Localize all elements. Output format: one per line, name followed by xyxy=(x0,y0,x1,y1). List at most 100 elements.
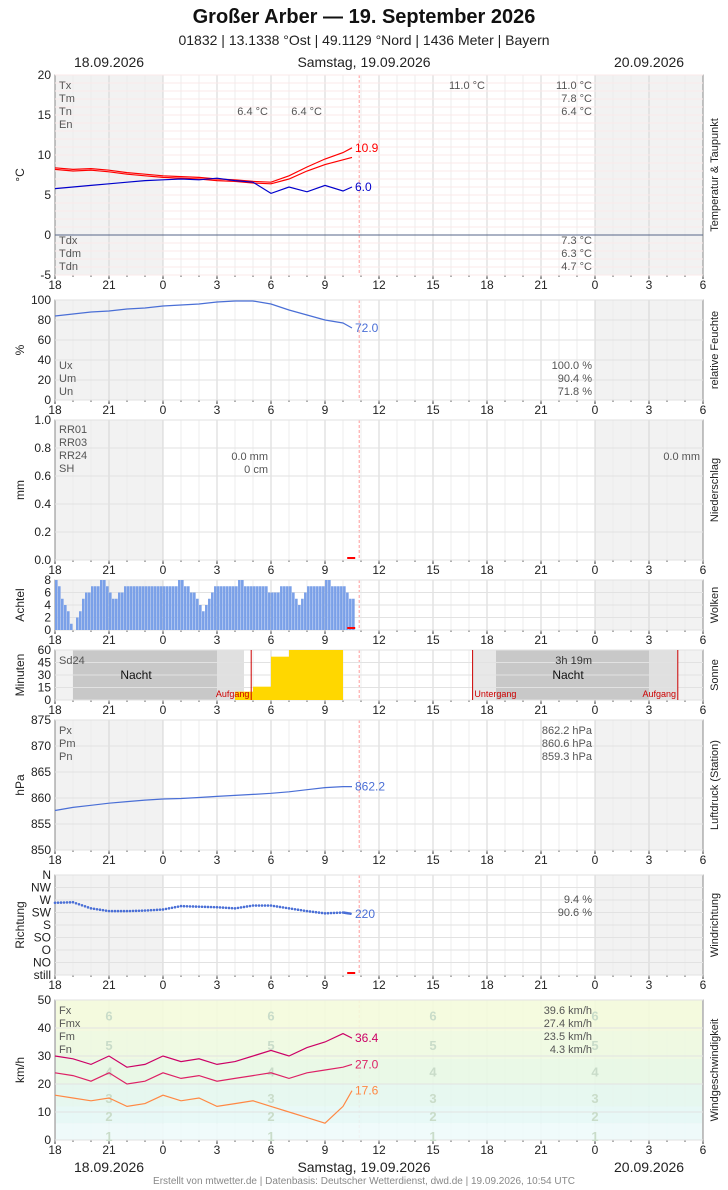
cloud-bar xyxy=(337,586,340,630)
x-tick-label: 3 xyxy=(646,633,653,647)
y-axis-label: % xyxy=(13,344,27,355)
beaufort-label: 5 xyxy=(105,1038,112,1053)
series-line-T2 xyxy=(54,156,353,185)
wind-dir-point xyxy=(140,909,144,912)
y-axis-label: Richtung xyxy=(13,901,27,948)
wind-dir-point xyxy=(281,906,285,909)
wind-dir-point xyxy=(155,908,159,912)
x-tick-label: 18 xyxy=(480,633,494,647)
y-tick-label: O xyxy=(42,943,51,957)
cloud-bar xyxy=(205,605,208,630)
cloud-bar xyxy=(94,586,97,630)
cloud-bar xyxy=(271,592,274,630)
series-end-label: 72.0 xyxy=(355,321,379,335)
x-tick-label: 12 xyxy=(372,1143,386,1157)
wind-dir-point xyxy=(131,909,135,913)
wind-dir-point xyxy=(125,909,129,913)
x-tick-label: 3 xyxy=(646,853,653,867)
y-tick-label: 870 xyxy=(31,739,51,753)
x-tick-label: 6 xyxy=(268,633,275,647)
cloud-bar xyxy=(85,592,88,630)
wind-dir-point xyxy=(251,904,255,907)
cloud-bar xyxy=(166,586,169,630)
cloud-bar xyxy=(115,598,118,630)
stat-value: 862.2 hPa xyxy=(542,725,593,737)
y-tick-label: 10 xyxy=(38,148,52,162)
cloud-bar xyxy=(340,586,343,630)
panel-temp: 18 21 0 3 6 9 12 15 18 21 0 3 6 Temperatur & Taupunkt… xyxy=(13,68,721,292)
cloud-bar xyxy=(298,605,301,630)
legend-entry: En xyxy=(59,119,72,131)
y-tick-label: 30 xyxy=(38,668,52,682)
y-tick-label: 20 xyxy=(38,68,52,82)
legend-entry: Pm xyxy=(59,738,76,750)
wind-dir-point xyxy=(167,907,171,910)
side-label: Wolken xyxy=(709,587,721,623)
beaufort-label: 1 xyxy=(429,1129,436,1144)
y-tick-label: W xyxy=(40,893,52,907)
cloud-bar xyxy=(130,586,133,630)
x-tick-label: 0 xyxy=(160,278,167,292)
legend-entry: Pn xyxy=(59,751,72,763)
beaufort-label: 3 xyxy=(267,1091,274,1106)
cloud-bar xyxy=(310,586,313,630)
x-tick-label: 3 xyxy=(214,633,221,647)
stat-value: 7.8 °C xyxy=(561,93,592,105)
cloud-bar xyxy=(346,592,349,630)
y-tick-label: 0 xyxy=(44,623,51,637)
wind-dir-point xyxy=(71,900,75,904)
wind-dir-point xyxy=(287,907,291,910)
beaufort-label: 6 xyxy=(105,1008,112,1023)
cloud-bar xyxy=(325,580,328,630)
y-tick-label: 20 xyxy=(38,373,52,387)
x-tick-label: 0 xyxy=(592,278,599,292)
series-line-Td xyxy=(54,177,353,195)
wind-dir-point xyxy=(332,911,336,915)
x-tick-label: 3 xyxy=(214,403,221,417)
wind-dir-point xyxy=(65,901,69,904)
cloud-bar xyxy=(235,586,238,630)
wind-dir-point xyxy=(257,904,261,907)
day-label-center-bottom: Samstag, 19.09.2026 xyxy=(297,1159,431,1175)
wind-dir-point xyxy=(113,909,117,913)
stat-value: 11.0 °C xyxy=(449,80,485,92)
day-label-right: 20.09.2026 xyxy=(614,54,685,70)
legend-entry: RR01 xyxy=(59,424,87,436)
wind-dir-point xyxy=(254,904,258,907)
stat-value: 0.0 mm xyxy=(663,451,700,463)
wind-dir-point xyxy=(83,904,87,908)
x-tick-label: 9 xyxy=(322,633,329,647)
wind-dir-point xyxy=(101,908,105,912)
y-tick-label: 0.2 xyxy=(34,525,51,539)
sun-bar xyxy=(253,686,271,700)
cloud-bar xyxy=(220,586,223,630)
x-tick-label: 18 xyxy=(48,853,62,867)
x-tick-label: 6 xyxy=(268,703,275,717)
x-tick-label: 9 xyxy=(322,563,329,577)
y-tick-label: 10 xyxy=(38,1105,52,1119)
y-tick-label: 850 xyxy=(31,843,51,857)
legend-entry: RR24 xyxy=(59,450,87,462)
beaufort-label: 5 xyxy=(429,1038,436,1053)
series-end-label: 17.6 xyxy=(355,1084,379,1098)
wind-dir-point xyxy=(311,910,315,914)
sun-bar xyxy=(307,650,325,700)
wind-dir-point xyxy=(110,909,114,913)
cloud-bar xyxy=(214,586,217,630)
stat-value: 3h 19m xyxy=(555,655,592,667)
legend-entry: Sd24 xyxy=(59,655,85,667)
wind-dir-point xyxy=(56,901,60,904)
x-tick-label: 12 xyxy=(372,278,386,292)
beaufort-label: 1 xyxy=(591,1129,598,1144)
x-tick-label: 18 xyxy=(48,1143,62,1157)
stat-value: 90.6 % xyxy=(558,907,592,919)
cloud-bar xyxy=(109,592,112,630)
x-tick-label: 21 xyxy=(102,1143,116,1157)
beaufort-label: 4 xyxy=(591,1064,599,1079)
wind-dir-point xyxy=(272,904,276,908)
cloud-bar xyxy=(61,598,64,630)
beaufort-label: 5 xyxy=(591,1038,598,1053)
cloud-bar xyxy=(193,592,196,630)
stat-value: 100.0 % xyxy=(552,360,593,372)
x-tick-label: 18 xyxy=(48,403,62,417)
